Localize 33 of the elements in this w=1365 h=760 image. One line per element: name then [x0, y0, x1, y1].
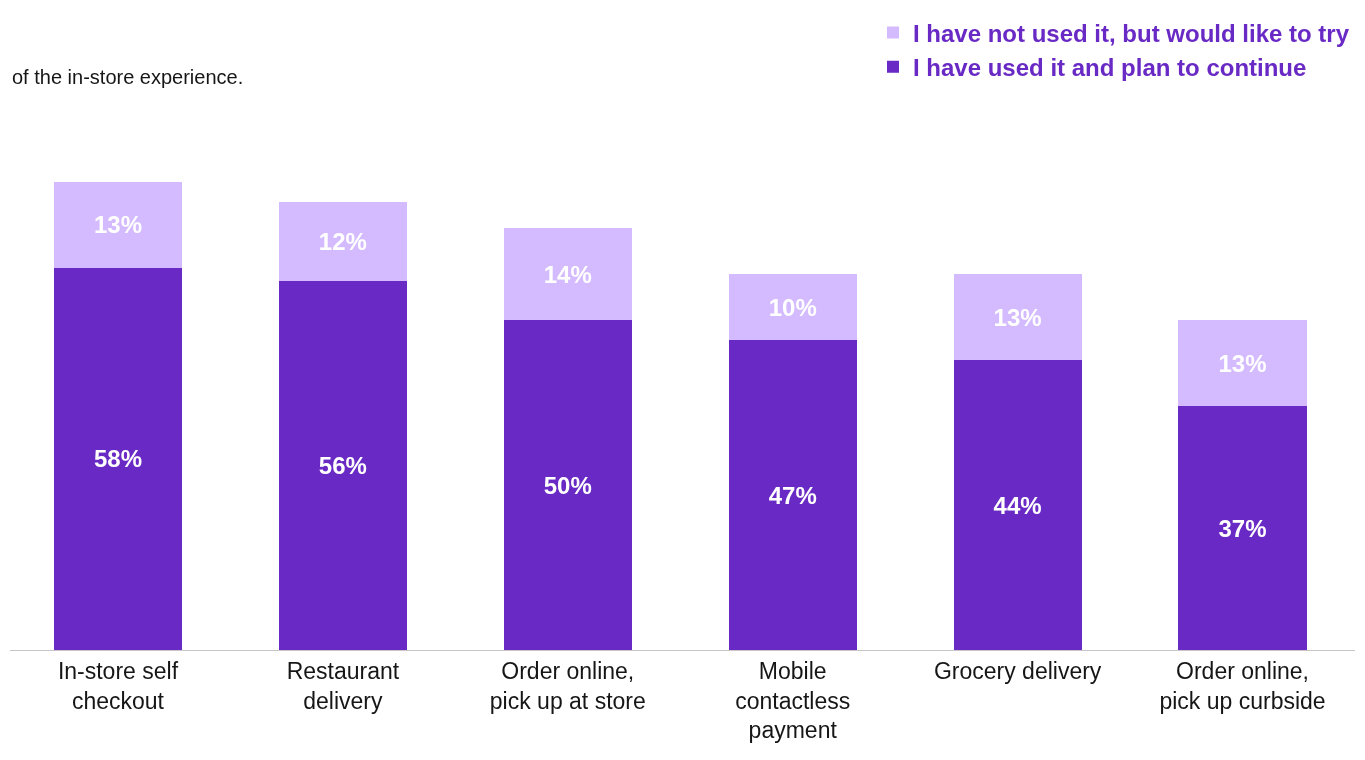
bar: [53, 182, 183, 268]
data-label: 56%: [318, 451, 367, 479]
data-label: 13%: [1218, 349, 1267, 377]
data-label: 37%: [1218, 514, 1267, 542]
x-tick-label: Mobile contactless payment: [735, 657, 851, 744]
data-label: 58%: [93, 445, 142, 473]
bar: [278, 280, 407, 650]
bar: [728, 274, 857, 341]
x-tick-label: Restaurant delivery: [286, 657, 400, 714]
data-label: 13%: [993, 303, 1042, 331]
chart-subtitle: of the in-store experience.: [12, 66, 244, 88]
bar: [53, 267, 183, 650]
bar: [503, 228, 632, 321]
bar: [503, 320, 632, 650]
bar: [278, 201, 407, 281]
bar: [1178, 320, 1307, 407]
legend-label: I have not used it, but would like to try: [913, 19, 1350, 47]
data-label: 13%: [93, 211, 142, 239]
x-tick-label: In-store self checkout: [57, 657, 179, 714]
bar: [728, 340, 857, 650]
x-tick-label: Order online, pick up at store: [489, 657, 646, 714]
data-label: 12%: [318, 227, 367, 255]
bar: [953, 274, 1082, 361]
bar: [953, 360, 1082, 650]
bar: [1178, 406, 1307, 650]
data-label: 47%: [768, 481, 817, 509]
data-label: 50%: [543, 471, 592, 499]
x-tick-label: Grocery delivery: [933, 657, 1102, 684]
data-label: 10%: [768, 293, 817, 321]
data-label: 44%: [993, 491, 1042, 519]
x-tick-label: Order online, pick up curbside: [1159, 657, 1326, 714]
legend-label: I have used it and plan to continue: [913, 54, 1307, 82]
data-label: 14%: [543, 260, 592, 288]
